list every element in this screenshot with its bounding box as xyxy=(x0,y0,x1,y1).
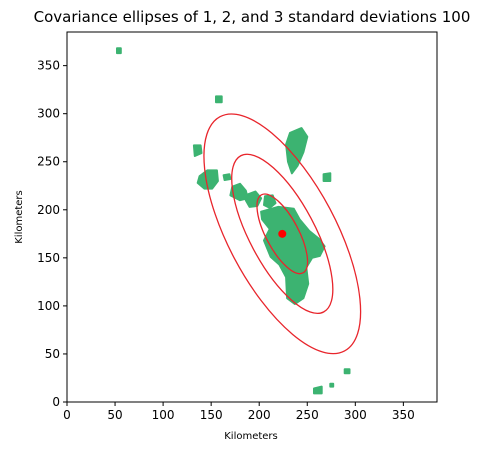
land-region-islet-s2 xyxy=(343,368,351,375)
land-region-northeast-island xyxy=(285,127,309,175)
x-tick-label: 200 xyxy=(248,408,271,422)
land-region-islet-e xyxy=(322,172,332,182)
plot-frame xyxy=(66,31,438,403)
y-tick-label: 350 xyxy=(37,59,60,73)
land-region-main-island xyxy=(260,205,326,305)
land-region-islet-n xyxy=(215,95,223,104)
ellipse-2-sigma xyxy=(231,153,334,315)
x-tick-label: 350 xyxy=(392,408,415,422)
y-tick-label: 200 xyxy=(37,203,60,217)
land-region-chain-b xyxy=(244,190,263,208)
x-tick-label: 300 xyxy=(344,408,367,422)
ellipse-3-sigma xyxy=(203,113,362,355)
y-axis-label: Kilometers xyxy=(14,190,25,244)
x-axis-label: Kilometers xyxy=(224,431,278,442)
chart-title: Covariance ellipses of 1, 2, and 3 stand… xyxy=(34,8,471,26)
centroid-point xyxy=(278,229,287,238)
plot-area xyxy=(116,47,362,395)
land-region-islet-far-n xyxy=(116,47,122,55)
land-region-west-island-b xyxy=(192,144,203,157)
y-tick-label: 50 xyxy=(45,347,60,361)
y-tick-label: 250 xyxy=(37,155,60,169)
x-tick-label: 50 xyxy=(107,408,122,422)
x-tick-label: 150 xyxy=(200,408,223,422)
land-region-west-island-a xyxy=(196,169,219,190)
y-tick-label: 0 xyxy=(52,395,60,409)
land-region-islet-s1 xyxy=(313,385,323,395)
ellipse-1-sigma xyxy=(256,193,309,275)
x-tick-label: 250 xyxy=(296,408,319,422)
x-tick-label: 0 xyxy=(63,408,71,422)
y-tick-label: 150 xyxy=(37,251,60,265)
x-tick-label: 100 xyxy=(152,408,175,422)
y-tick-label: 300 xyxy=(37,107,60,121)
y-tick-label: 100 xyxy=(37,299,60,313)
land-region-islet-mid xyxy=(222,173,232,181)
land-region-islet-s3 xyxy=(329,382,335,388)
axes: 0 50 100 150 200 250 300 350 0 50 100 150 200 250 300 3… xyxy=(37,31,438,422)
